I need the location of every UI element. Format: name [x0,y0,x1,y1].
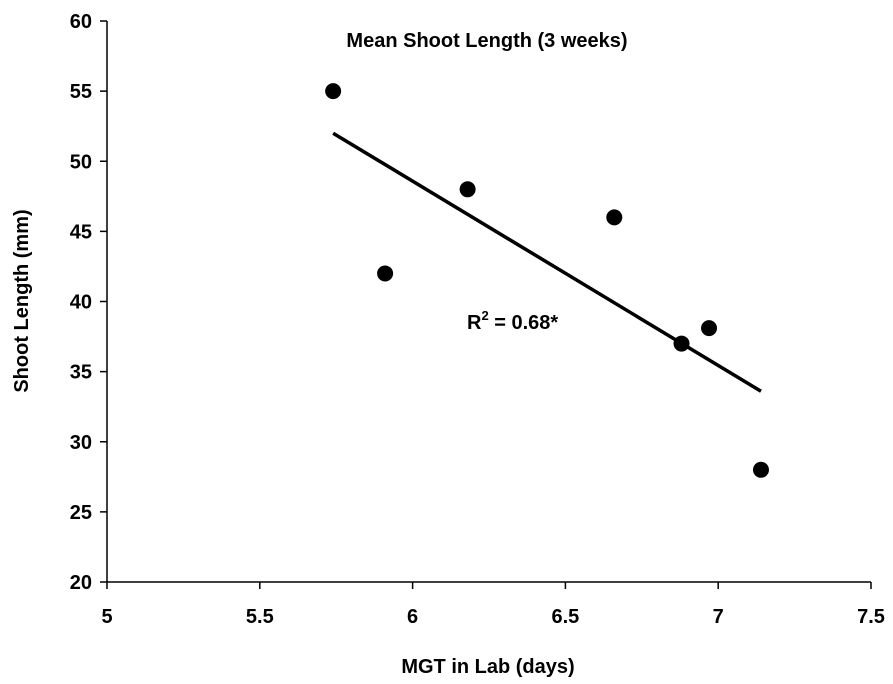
y-tick-label: 45 [70,221,92,243]
data-point [325,83,342,100]
trendline-group [332,131,762,393]
chart-title: Mean Shoot Length (3 weeks) [346,30,627,52]
x-tick-label: 6 [407,606,418,628]
data-point [752,461,769,478]
x-tick-label: 5.5 [246,606,274,628]
data-point [606,209,623,226]
y-tick-label: 55 [70,81,92,103]
y-tick-label: 60 [70,11,92,33]
y-tick-label: 30 [70,432,92,454]
y-tick-label: 50 [70,151,92,173]
r-squared-superscript: 2 [481,308,488,323]
x-tick-label: 5 [101,606,112,628]
data-point [377,265,394,282]
r-squared-label: R [467,312,482,334]
y-tick-label: 25 [70,502,92,524]
r-squared-value: = 0.68* [489,312,559,334]
x-tick-label: 6.5 [551,606,579,628]
y-axis-title: Shoot Length (mm) [11,209,33,392]
y-axis: 20 25 30 35 40 45 50 55 60 [70,11,108,594]
y-tick-label: 35 [70,362,92,384]
x-tick-label: 7.5 [857,606,885,628]
data-point [459,181,476,198]
data-points [325,83,769,478]
data-point [701,320,718,337]
trendline [332,131,762,393]
y-tick-label: 20 [70,572,92,594]
x-tick-label: 7 [713,606,724,628]
y-tick-label: 40 [70,292,92,314]
r-squared-annotation: R2 = 0.68* [467,308,558,334]
x-axis: 5 5.5 6 6.5 7 7.5 [101,581,885,628]
data-point [673,335,690,352]
x-axis-title: MGT in Lab (days) [401,656,574,678]
